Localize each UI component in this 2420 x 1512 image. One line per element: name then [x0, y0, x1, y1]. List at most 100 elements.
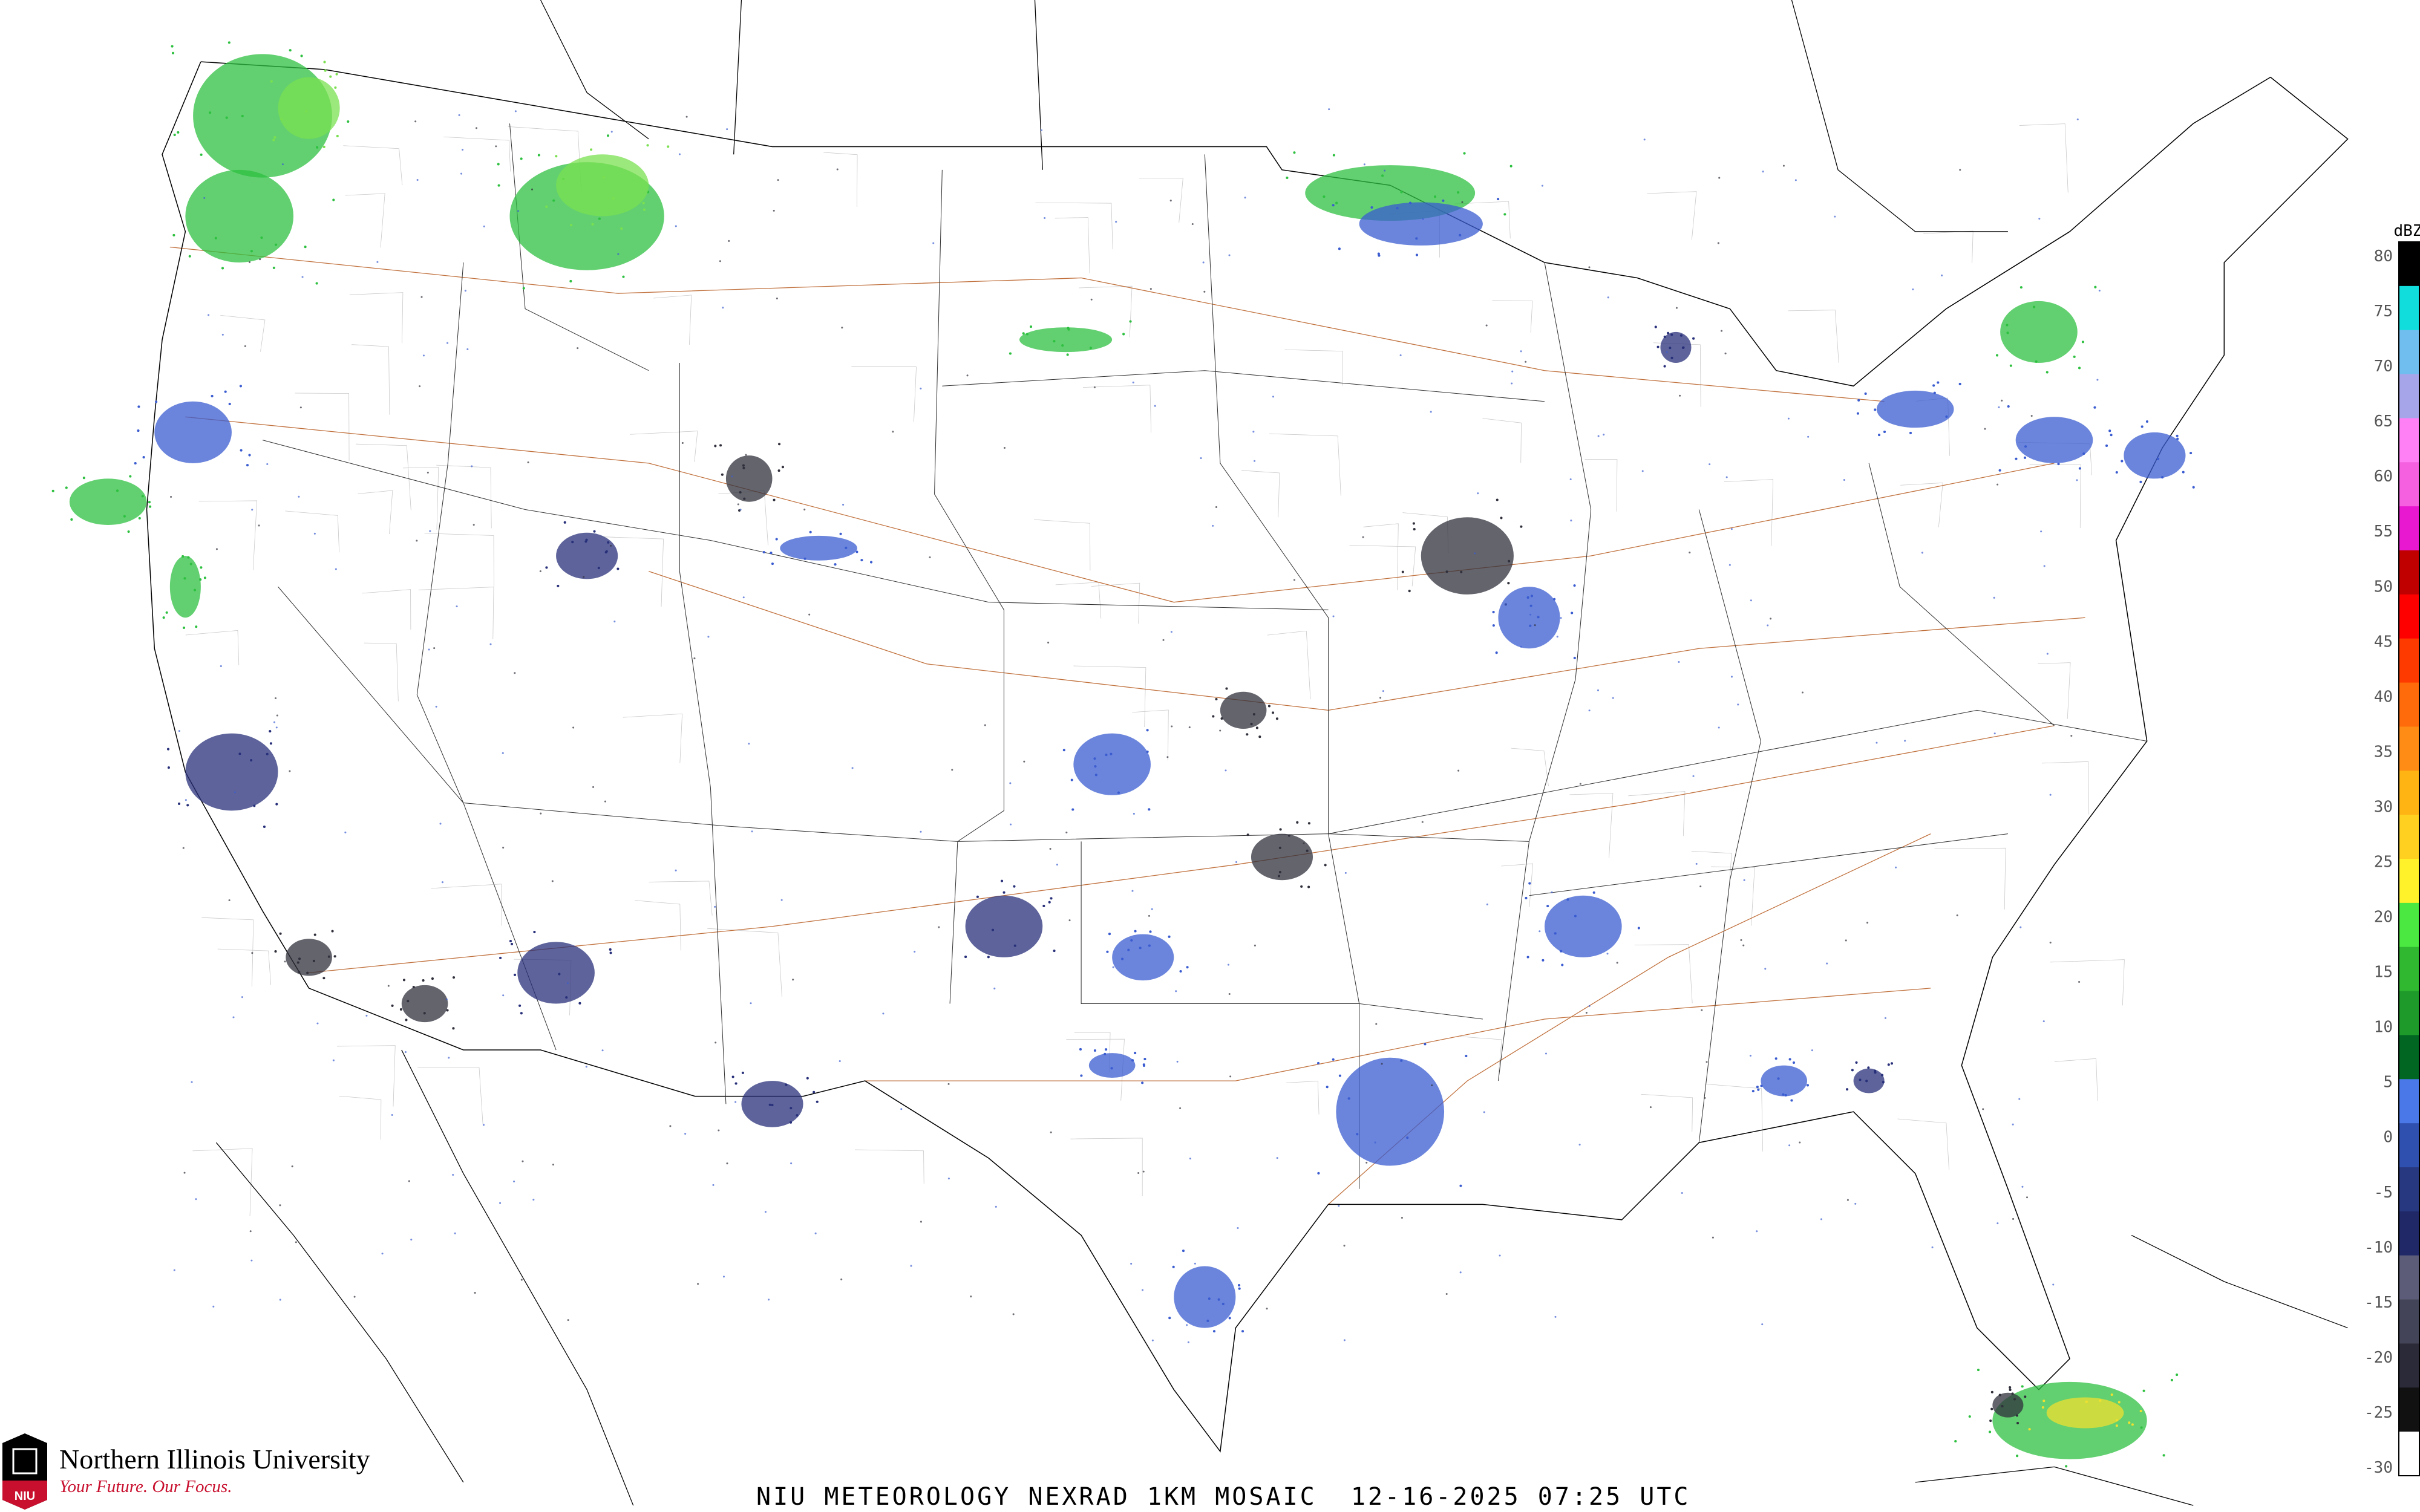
radar-speckle	[520, 157, 523, 160]
radar-speckle	[123, 515, 126, 518]
radar-speckle	[806, 1077, 809, 1080]
radar-speckle	[540, 812, 542, 815]
radar-speckle	[1788, 1144, 1791, 1147]
radar-speckle	[728, 240, 730, 242]
radar-speckle	[412, 985, 415, 989]
radar-speckle	[1186, 1324, 1188, 1326]
radar-speckle	[1022, 332, 1025, 335]
radar-speckle	[567, 1319, 569, 1321]
radar-speckle	[483, 225, 485, 227]
county-line	[1091, 582, 1140, 624]
radar-speckle	[177, 131, 180, 134]
radar-speckle	[1767, 624, 1769, 627]
radar-speckle	[1932, 384, 1935, 387]
radar-echo	[965, 895, 1043, 957]
radar-speckle	[474, 1292, 476, 1294]
radar-speckle	[1324, 864, 1327, 867]
radar-speckle	[251, 952, 253, 954]
radar-speckle	[1169, 200, 1172, 202]
radar-speckle	[750, 1002, 752, 1005]
radar-speckle	[499, 956, 502, 959]
colorbar-swatch	[2399, 550, 2419, 595]
radar-speckle	[527, 461, 529, 464]
colorbar-swatch	[2399, 462, 2419, 507]
radar-speckle	[2128, 1421, 2131, 1424]
county-line	[185, 630, 240, 665]
colorbar-swatch	[2399, 1167, 2419, 1212]
radar-speckle	[768, 1103, 771, 1106]
radar-speckle	[248, 454, 251, 457]
radar-speckle	[313, 532, 316, 535]
county-line	[1934, 847, 2006, 910]
radar-speckle	[1560, 950, 1563, 953]
radar-speckle	[289, 770, 291, 772]
radar-speckle	[1459, 233, 1462, 236]
radar-speckle	[836, 168, 839, 171]
radar-speckle	[1431, 1084, 1433, 1087]
radar-speckle	[770, 552, 773, 555]
radar-speckle	[1654, 325, 1657, 328]
radar-speckle	[1511, 370, 1514, 373]
radar-speckle	[1492, 624, 1495, 627]
radar-speckle	[178, 730, 180, 732]
radar-speckle	[995, 1205, 997, 1208]
radar-speckle	[1792, 1061, 1796, 1064]
radar-speckle	[1801, 691, 1804, 694]
radar-speckle	[520, 1012, 523, 1015]
radar-speckle	[1106, 950, 1109, 953]
radar-speckle	[808, 613, 811, 616]
radar-speckle	[734, 1101, 737, 1103]
radar-speckle	[900, 1108, 903, 1110]
radar-speckle	[1725, 476, 1728, 478]
radar-speckle	[2019, 286, 2023, 289]
radar-speckle	[1131, 1059, 1134, 1062]
radar-speckle	[221, 267, 224, 270]
radar-speckle	[1080, 1074, 1083, 1077]
radar-echo	[69, 478, 147, 526]
radar-speckle	[1718, 726, 1720, 729]
radar-speckle	[1237, 1227, 1239, 1230]
radar-speckle	[845, 546, 848, 549]
university-name: Northern Illinois University	[59, 1444, 370, 1475]
radar-speckle	[712, 1184, 715, 1186]
colorbar-tick-label: -5	[2374, 1184, 2393, 1202]
radar-speckle	[129, 475, 132, 478]
radar-speckle	[1176, 1060, 1179, 1063]
radar-speckle	[323, 60, 326, 64]
radar-speckle	[1712, 1236, 1714, 1239]
radar-speckle	[2140, 1426, 2143, 1429]
radar-speckle	[1148, 914, 1150, 917]
radar-speckle	[1344, 872, 1347, 874]
radar-speckle	[841, 327, 843, 329]
radar-speckle	[771, 562, 774, 565]
radar-speckle	[745, 454, 747, 456]
radar-speckle	[1730, 676, 1733, 678]
radar-speckle	[1878, 434, 1881, 437]
colorbar-tick-label: 0	[2383, 1129, 2393, 1147]
colorbar-tick-label: 50	[2374, 578, 2393, 596]
county-line	[2042, 761, 2090, 815]
radar-speckle	[224, 390, 227, 393]
radar-speckle	[1275, 717, 1278, 720]
radar-speckle	[240, 449, 243, 452]
radar-speckle	[1013, 944, 1016, 947]
radar-speckle	[2157, 457, 2160, 460]
radar-speckle	[2142, 1389, 2145, 1392]
radar-speckle	[571, 541, 574, 544]
radar-speckle	[2043, 565, 2046, 567]
radar-speckle	[1338, 1205, 1340, 1207]
colorbar-swatch	[2399, 1299, 2419, 1344]
radar-speckle	[2049, 793, 2052, 796]
radar-speckle	[790, 1107, 793, 1110]
radar-speckle	[1607, 296, 1609, 299]
radar-speckle	[1151, 908, 1153, 910]
radar-speckle	[1529, 613, 1532, 616]
county-line	[1460, 1036, 1502, 1072]
radar-speckle	[1912, 288, 1914, 291]
radar-speckle	[344, 831, 347, 833]
radar-speckle	[585, 1066, 587, 1068]
radar-speckle	[331, 930, 334, 933]
radar-speckle	[860, 559, 863, 562]
radar-speckle	[583, 576, 585, 578]
radar-speckle	[2041, 1406, 2044, 1409]
